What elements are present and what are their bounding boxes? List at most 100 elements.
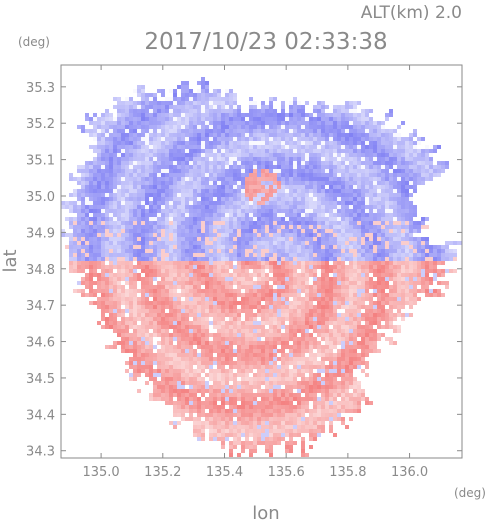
field-cell xyxy=(193,233,197,237)
field-cell xyxy=(245,161,249,165)
field-cell xyxy=(365,265,369,269)
field-cell xyxy=(409,253,413,257)
field-cell xyxy=(373,281,377,285)
field-cell xyxy=(117,101,121,105)
field-cell xyxy=(253,289,257,293)
field-cell xyxy=(177,217,181,221)
field-cell xyxy=(309,297,313,301)
field-cell xyxy=(377,185,381,189)
field-cell xyxy=(265,317,269,321)
field-cell xyxy=(117,305,121,309)
field-cell xyxy=(389,189,393,193)
field-cell xyxy=(213,125,217,129)
field-cell xyxy=(165,97,169,101)
field-cell xyxy=(341,305,345,309)
field-cell xyxy=(377,297,381,301)
field-cell xyxy=(261,117,265,121)
field-cell xyxy=(401,293,405,297)
field-cell xyxy=(109,125,113,129)
field-cell xyxy=(413,241,417,245)
field-cell xyxy=(289,321,293,325)
field-cell xyxy=(137,325,141,329)
field-cell xyxy=(357,309,361,313)
field-cell xyxy=(257,273,261,277)
field-cell xyxy=(221,193,225,197)
field-cell xyxy=(365,205,369,209)
field-cell xyxy=(229,265,233,269)
field-cell xyxy=(337,249,341,253)
field-cell xyxy=(105,273,109,277)
field-cell xyxy=(105,229,109,233)
field-cell xyxy=(149,321,153,325)
field-cell xyxy=(229,249,233,253)
field-cell xyxy=(373,213,377,217)
field-cell xyxy=(149,233,153,237)
field-cell xyxy=(249,209,253,213)
field-cell xyxy=(329,157,333,161)
field-cell xyxy=(245,269,249,273)
field-cell xyxy=(421,181,425,185)
field-cell xyxy=(153,177,157,181)
field-cell xyxy=(293,257,297,261)
field-cell xyxy=(193,333,197,337)
field-cell xyxy=(105,261,109,265)
field-cell xyxy=(225,133,229,137)
field-cell xyxy=(257,129,261,133)
field-cell xyxy=(221,293,225,297)
field-cell xyxy=(273,257,277,261)
field-cell xyxy=(105,285,109,289)
field-cell xyxy=(337,241,341,245)
field-cell xyxy=(185,189,189,193)
field-cell xyxy=(105,193,109,197)
field-cell xyxy=(337,233,341,237)
field-cell xyxy=(201,81,205,85)
field-cell xyxy=(185,101,189,105)
field-cell xyxy=(165,269,169,273)
field-cell xyxy=(241,197,245,201)
field-cell xyxy=(173,301,177,305)
field-cell xyxy=(157,333,161,337)
field-cell xyxy=(329,309,333,313)
field-cell xyxy=(101,273,105,277)
field-cell xyxy=(153,285,157,289)
field-cell xyxy=(281,265,285,269)
field-cell xyxy=(321,321,325,325)
field-cell xyxy=(381,257,385,261)
field-cell xyxy=(397,285,401,289)
field-cell xyxy=(301,213,305,217)
field-cell xyxy=(265,273,269,277)
field-cell xyxy=(385,205,389,209)
field-cell xyxy=(133,329,137,333)
field-cell xyxy=(245,293,249,297)
field-cell xyxy=(309,273,313,277)
field-cell xyxy=(345,301,349,305)
field-cell xyxy=(373,153,377,157)
field-cell xyxy=(277,269,281,273)
field-cell xyxy=(385,149,389,153)
field-cell xyxy=(353,185,357,189)
field-cell xyxy=(381,173,385,177)
field-cell xyxy=(189,101,193,105)
field-cell xyxy=(169,181,173,185)
field-cell xyxy=(189,265,193,269)
field-cell xyxy=(209,257,213,261)
field-cell xyxy=(213,225,217,229)
field-cell xyxy=(353,169,357,173)
field-cell xyxy=(377,137,381,141)
field-cell xyxy=(429,149,433,153)
field-cell xyxy=(429,169,433,173)
field-cell xyxy=(361,185,365,189)
field-cell xyxy=(317,189,321,193)
field-cell xyxy=(201,325,205,329)
field-cell xyxy=(397,125,401,129)
field-cell xyxy=(141,225,145,229)
field-cell xyxy=(97,245,101,249)
field-cell xyxy=(249,121,253,125)
field-cell xyxy=(161,261,165,265)
field-cell xyxy=(261,173,265,177)
field-cell xyxy=(177,97,181,101)
field-cell xyxy=(205,141,209,145)
field-cell xyxy=(189,325,193,329)
field-cell xyxy=(373,257,377,261)
field-cell xyxy=(233,225,237,229)
